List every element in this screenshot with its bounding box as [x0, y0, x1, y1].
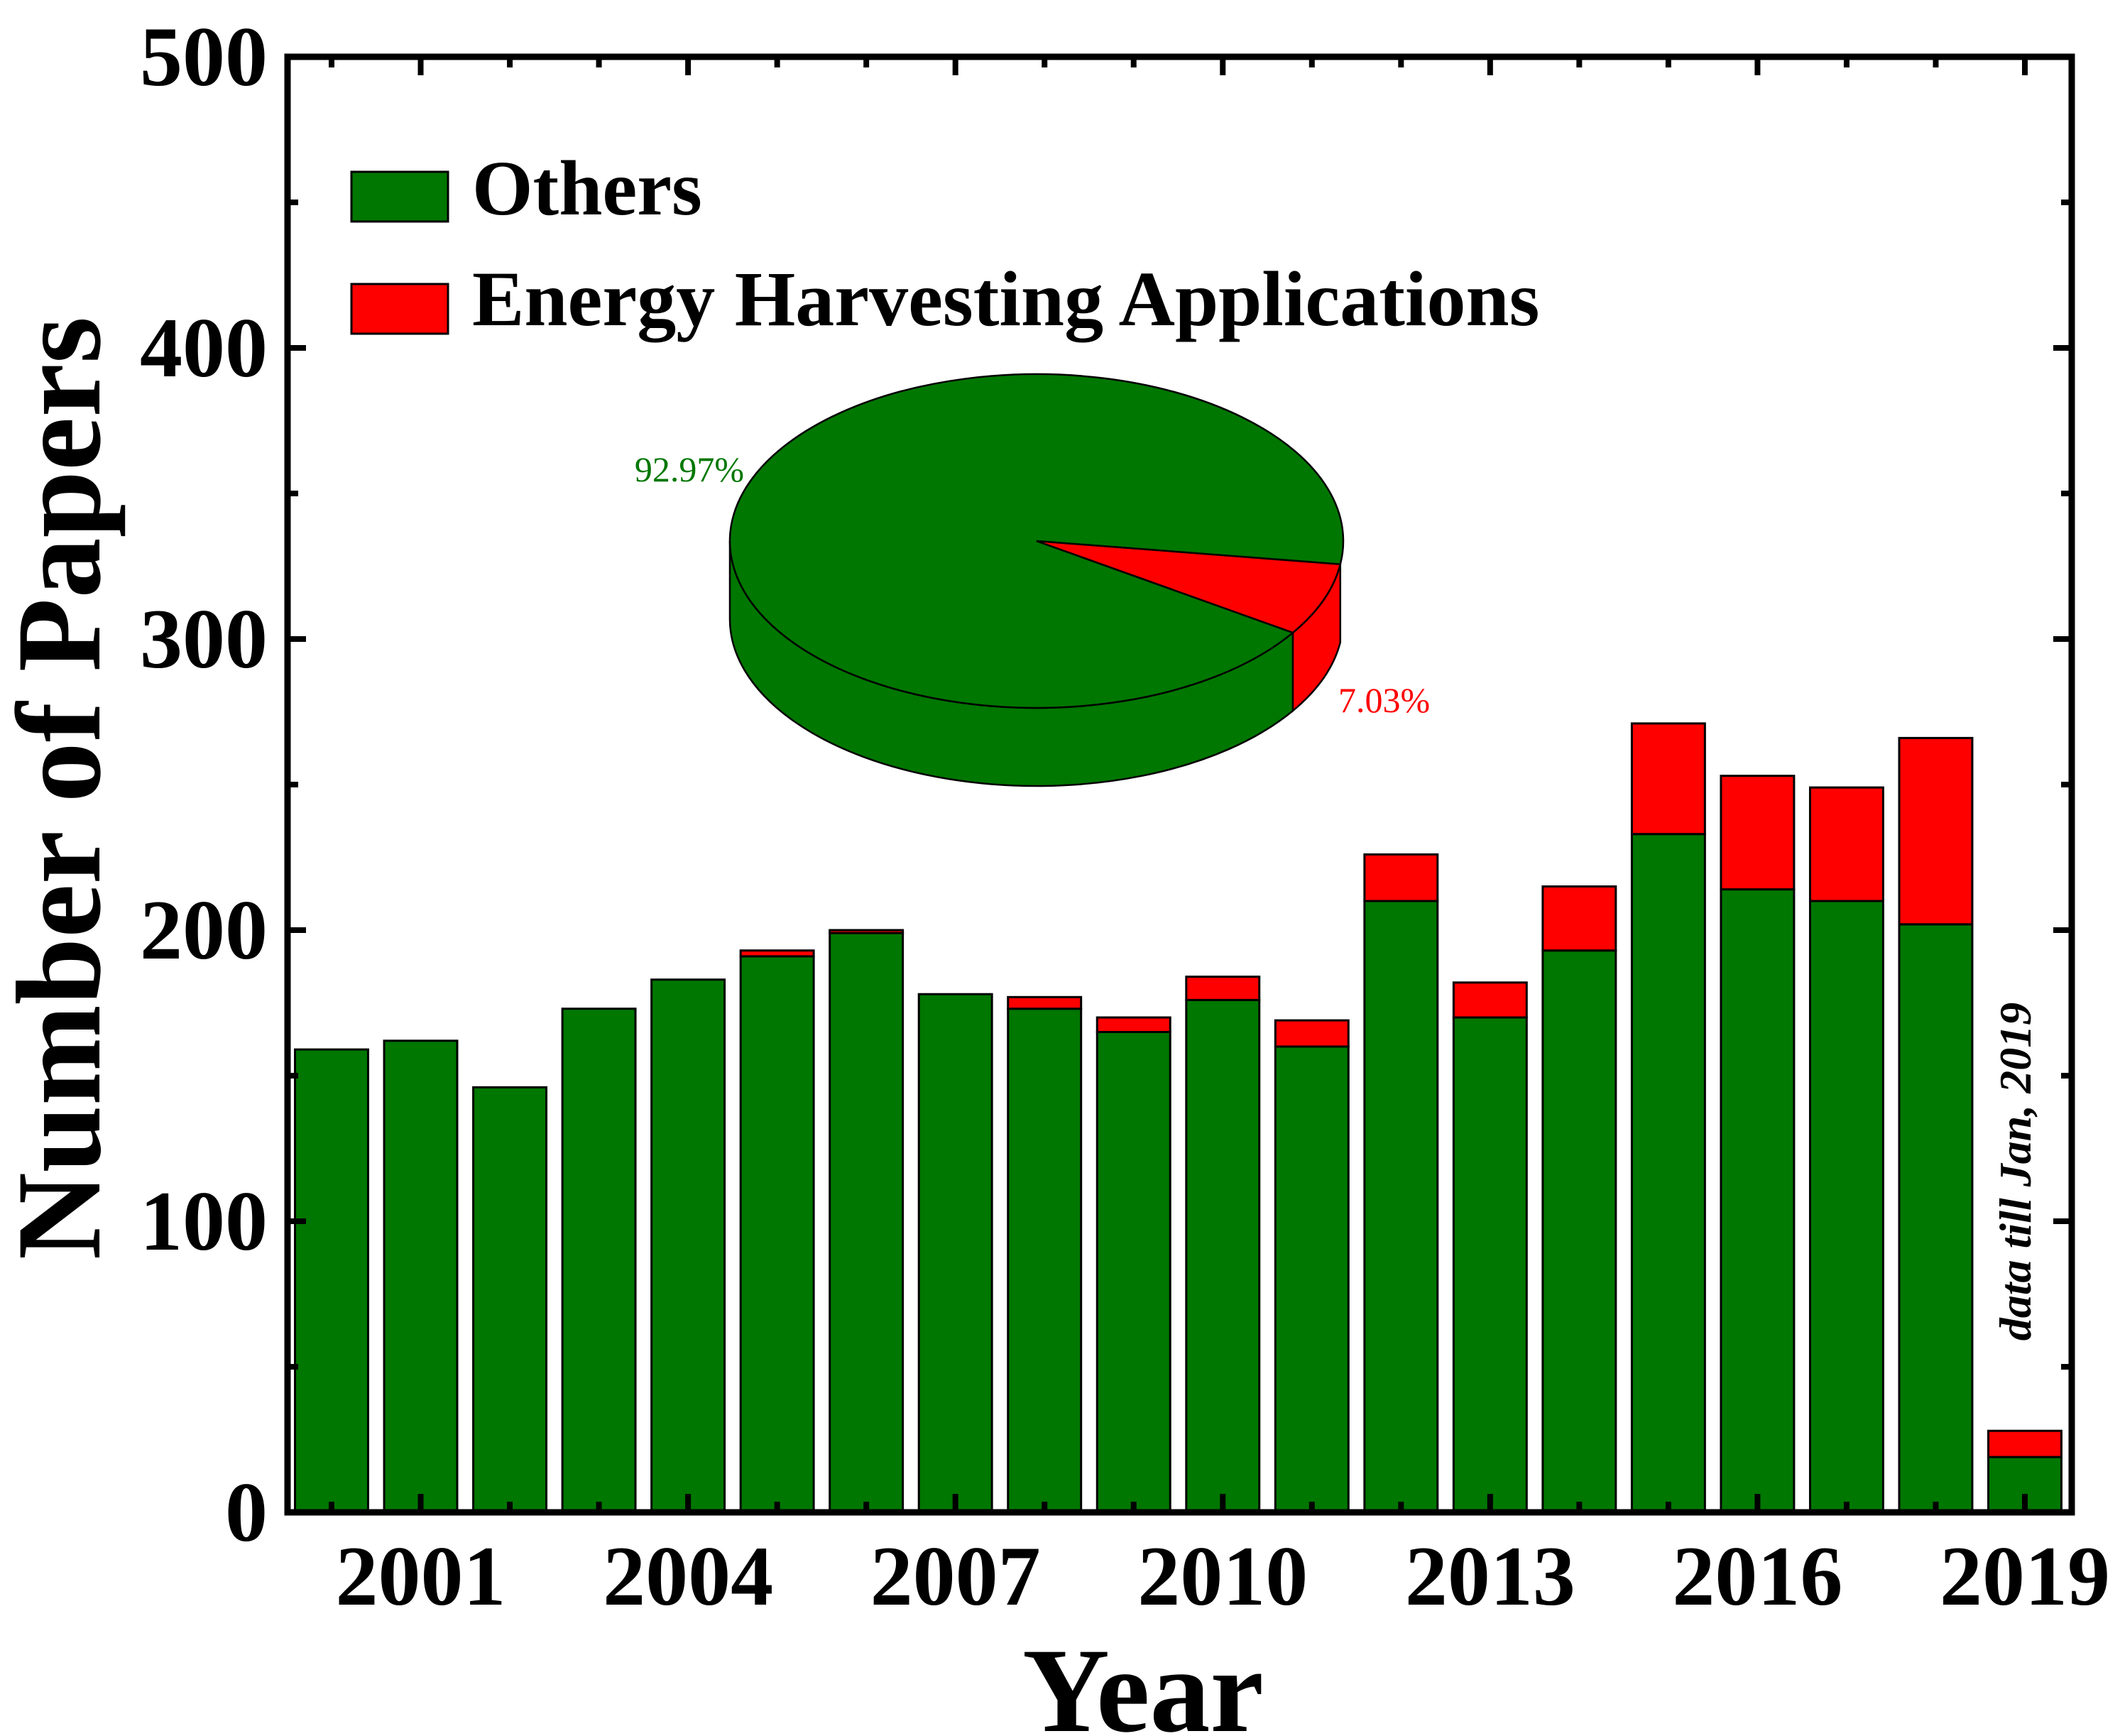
- inset-pie-chart: 92.97% 7.03%: [635, 373, 1430, 787]
- legend-label-others: Others: [472, 145, 702, 231]
- legend-label-energy-harvesting: Energy Harvesting Applications: [472, 256, 1539, 342]
- bar-energy-harvesting-2013: [1452, 981, 1528, 1019]
- x-tick-label: 2016: [1672, 1529, 1842, 1623]
- x-tick-label: 2010: [1137, 1529, 1308, 1623]
- x-tick-label: 2013: [1405, 1529, 1575, 1623]
- data-note: data till Jan, 2019: [1990, 1003, 2040, 1341]
- legend-swatch-others: [350, 170, 449, 223]
- pie-label-energy-harvesting: 7.03%: [1338, 680, 1430, 720]
- bar-others-2016: [1720, 888, 1796, 1514]
- y-axis-title: Number of Papers: [0, 317, 126, 1260]
- bar-others-2018: [1898, 923, 1974, 1514]
- bar-energy-harvesting-2008: [1007, 995, 1083, 1010]
- bar-others-2005: [739, 955, 815, 1514]
- y-tick-label: 500: [140, 9, 268, 104]
- bar-energy-harvesting-2006: [829, 929, 905, 934]
- bar-others-2000: [294, 1048, 369, 1514]
- x-tick-label: 2001: [336, 1529, 506, 1623]
- bar-energy-harvesting-2012: [1363, 853, 1439, 902]
- bar-others-2001: [383, 1039, 459, 1514]
- bar-energy-harvesting-2015: [1630, 722, 1706, 836]
- pie-slice-energy-harvesting: [1036, 540, 1342, 634]
- ticks-group: 0 100 200 300 400 500 2001 2004 2007 2010 2013 2016…: [140, 9, 2110, 1623]
- y-tick-label: 100: [140, 1174, 268, 1268]
- y-tick-label: 0: [225, 1465, 268, 1559]
- bar-others-2017: [1808, 900, 1884, 1514]
- x-tick-label: 2019: [1940, 1529, 2110, 1623]
- bar-others-2004: [650, 978, 726, 1514]
- legend-swatch-energy-harvesting: [350, 283, 449, 335]
- bar-others-2011: [1274, 1045, 1350, 1514]
- y-tick-label: 300: [140, 591, 268, 686]
- bar-others-2002: [472, 1086, 548, 1514]
- pie-label-others: 92.97%: [635, 449, 744, 489]
- bar-others-2012: [1363, 900, 1439, 1514]
- bar-others-2008: [1007, 1008, 1083, 1514]
- bar-energy-harvesting-2018: [1898, 736, 1974, 926]
- bar-energy-harvesting-2010: [1185, 976, 1261, 1001]
- bar-others-2003: [561, 1008, 637, 1514]
- bar-energy-harvesting-2016: [1720, 775, 1796, 891]
- bar-others-2015: [1630, 833, 1706, 1514]
- x-tick-label: 2007: [870, 1529, 1041, 1623]
- legend: Others Energy Harvesting Applications: [350, 145, 1539, 342]
- bar-others-2007: [917, 993, 993, 1514]
- bar-energy-harvesting-2005: [739, 949, 815, 958]
- bars-group: [294, 722, 2062, 1514]
- bar-energy-harvesting-2017: [1808, 786, 1884, 902]
- bar-energy-harvesting-2011: [1274, 1019, 1350, 1048]
- x-tick-label: 2004: [603, 1529, 773, 1623]
- bar-others-2009: [1095, 1031, 1171, 1514]
- x-axis-title: Year: [1022, 1624, 1264, 1736]
- bar-energy-harvesting-2009: [1095, 1016, 1171, 1033]
- bar-others-2014: [1541, 949, 1617, 1514]
- y-tick-label: 400: [140, 300, 268, 395]
- bar-others-2010: [1185, 998, 1261, 1514]
- bar-energy-harvesting-2014: [1541, 885, 1617, 952]
- bar-others-2006: [829, 932, 905, 1514]
- bar-energy-harvesting-2019: [1987, 1429, 2062, 1458]
- bar-others-2013: [1452, 1016, 1528, 1514]
- y-tick-label: 200: [140, 883, 268, 977]
